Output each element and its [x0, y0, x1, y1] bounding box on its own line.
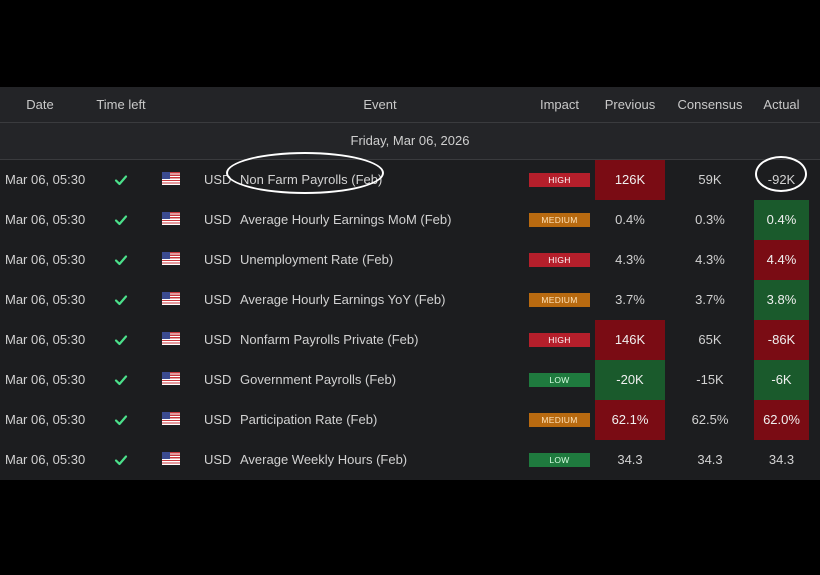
- check-icon: [112, 440, 130, 480]
- date-group-header: Friday, Mar 06, 2026: [0, 123, 820, 160]
- us-flag-icon: [162, 360, 180, 400]
- previous-value: 62.1%: [595, 400, 665, 440]
- actual-value: 0.4%: [754, 200, 809, 240]
- event-date: Mar 06, 05:30: [5, 452, 86, 467]
- previous-value: 4.3%: [615, 252, 645, 267]
- table-row[interactable]: Mar 06, 05:30 USD Nonfarm Payrolls Private…: [0, 320, 820, 361]
- actual-value: -6K: [754, 360, 809, 400]
- table-row[interactable]: Mar 06, 05:30 USD Non Farm Payrolls (Feb) H…: [0, 160, 820, 201]
- impact-cell: MEDIUM: [529, 280, 590, 320]
- actual-value: -92K: [767, 172, 796, 187]
- previous-value: 34.3: [617, 452, 643, 467]
- column-header-previous[interactable]: Previous: [604, 97, 656, 112]
- impact-badge: MEDIUM: [529, 293, 590, 307]
- us-flag-icon: [162, 160, 180, 200]
- impact-cell: MEDIUM: [529, 400, 590, 440]
- consensus-value: 0.3%: [695, 212, 725, 227]
- impact-cell: LOW: [529, 440, 590, 480]
- impact-badge: HIGH: [529, 173, 590, 187]
- us-flag-icon: [162, 440, 180, 480]
- event-name[interactable]: Average Hourly Earnings YoY (Feb): [240, 292, 446, 307]
- currency-code: USD: [204, 212, 232, 227]
- previous-value: 3.7%: [615, 292, 645, 307]
- check-icon: [112, 200, 130, 240]
- consensus-value: 34.3: [697, 452, 723, 467]
- impact-cell: MEDIUM: [529, 200, 590, 240]
- check-icon: [112, 240, 130, 280]
- event-date: Mar 06, 05:30: [5, 292, 86, 307]
- consensus-value: -15K: [696, 372, 724, 387]
- previous-value: 0.4%: [615, 212, 645, 227]
- event-date: Mar 06, 05:30: [5, 372, 86, 387]
- consensus-value: 65K: [698, 332, 722, 347]
- event-name[interactable]: Nonfarm Payrolls Private (Feb): [240, 332, 419, 347]
- event-date: Mar 06, 05:30: [5, 412, 86, 427]
- actual-value: 34.3: [768, 452, 795, 467]
- currency-code: USD: [204, 292, 232, 307]
- column-header-consensus[interactable]: Consensus: [677, 97, 743, 112]
- table-header: Date Time left Event Impact Previous Con…: [0, 87, 820, 123]
- event-name[interactable]: Non Farm Payrolls (Feb): [240, 172, 383, 187]
- check-icon: [112, 280, 130, 320]
- impact-badge: LOW: [529, 453, 590, 467]
- table-row[interactable]: Mar 06, 05:30 USD Unemployment Rate (Feb) H…: [0, 240, 820, 281]
- event-date: Mar 06, 05:30: [5, 212, 86, 227]
- currency-code: USD: [204, 452, 232, 467]
- column-header-impact[interactable]: Impact: [539, 97, 579, 112]
- us-flag-icon: [162, 200, 180, 240]
- us-flag-icon: [162, 320, 180, 360]
- table-row[interactable]: Mar 06, 05:30 USD Average Hourly Earnings …: [0, 200, 820, 241]
- actual-value: 3.8%: [754, 280, 809, 320]
- event-name[interactable]: Government Payrolls (Feb): [240, 372, 397, 387]
- event-name[interactable]: Average Hourly Earnings MoM (Feb): [240, 212, 452, 227]
- consensus-value: 59K: [698, 172, 722, 187]
- impact-cell: HIGH: [529, 320, 590, 360]
- actual-value: 62.0%: [754, 400, 809, 440]
- actual-value: -86K: [754, 320, 809, 360]
- consensus-value: 62.5%: [691, 412, 729, 427]
- impact-cell: HIGH: [529, 240, 590, 280]
- table-row[interactable]: Mar 06, 05:30 USD Government Payrolls (Feb…: [0, 360, 820, 401]
- actual-value: 4.4%: [754, 240, 809, 280]
- event-date: Mar 06, 05:30: [5, 332, 86, 347]
- event-name[interactable]: Participation Rate (Feb): [240, 412, 378, 427]
- event-date: Mar 06, 05:30: [5, 172, 86, 187]
- economic-calendar: Date Time left Event Impact Previous Con…: [0, 87, 820, 480]
- consensus-value: 4.3%: [695, 252, 725, 267]
- previous-value: 146K: [595, 320, 665, 360]
- us-flag-icon: [162, 240, 180, 280]
- us-flag-icon: [162, 280, 180, 320]
- column-header-event[interactable]: Event: [363, 97, 397, 112]
- check-icon: [112, 400, 130, 440]
- check-icon: [112, 160, 130, 200]
- currency-code: USD: [204, 252, 232, 267]
- previous-value: -20K: [595, 360, 665, 400]
- event-name[interactable]: Average Weekly Hours (Feb): [240, 452, 408, 467]
- impact-cell: LOW: [529, 360, 590, 400]
- impact-cell: HIGH: [529, 160, 590, 200]
- currency-code: USD: [204, 412, 232, 427]
- currency-code: USD: [204, 172, 232, 187]
- event-date: Mar 06, 05:30: [5, 252, 86, 267]
- table-row[interactable]: Mar 06, 05:30 USD Participation Rate (Feb)…: [0, 400, 820, 441]
- impact-badge: LOW: [529, 373, 590, 387]
- impact-badge: MEDIUM: [529, 213, 590, 227]
- impact-badge: HIGH: [529, 253, 590, 267]
- column-header-actual[interactable]: Actual: [763, 97, 800, 112]
- previous-value: 126K: [595, 160, 665, 200]
- consensus-value: 3.7%: [695, 292, 725, 307]
- table-row[interactable]: Mar 06, 05:30 USD Average Weekly Hours (Fe…: [0, 440, 820, 480]
- column-header-date[interactable]: Date: [26, 97, 54, 112]
- currency-code: USD: [204, 372, 232, 387]
- check-icon: [112, 360, 130, 400]
- check-icon: [112, 320, 130, 360]
- impact-badge: HIGH: [529, 333, 590, 347]
- table-row[interactable]: Mar 06, 05:30 USD Average Hourly Earnings …: [0, 280, 820, 321]
- us-flag-icon: [162, 400, 180, 440]
- column-header-time-left[interactable]: Time left: [96, 97, 146, 112]
- impact-badge: MEDIUM: [529, 413, 590, 427]
- currency-code: USD: [204, 332, 232, 347]
- event-name[interactable]: Unemployment Rate (Feb): [240, 252, 394, 267]
